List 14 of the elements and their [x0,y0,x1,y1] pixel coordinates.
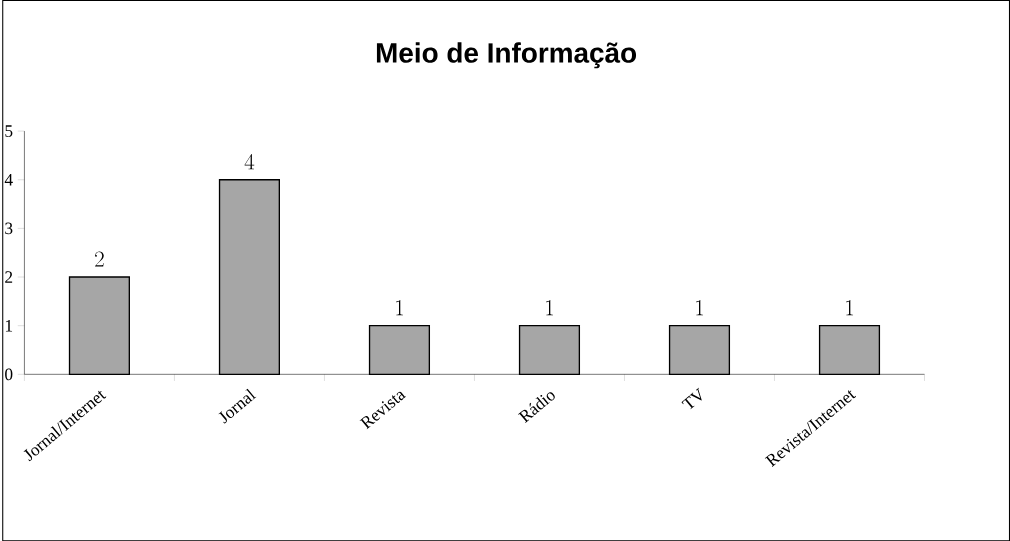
data-label: 1 [696,299,704,316]
y-tick-label: 1 [5,319,13,332]
data-label: 1 [546,299,554,316]
y-tick-label: 3 [5,222,13,235]
data-label: 1 [396,299,403,316]
x-tick-label: TV [681,387,702,410]
y-tick-label: 5 [5,125,13,137]
chart-title: Meio de Informação [376,42,637,69]
data-label: 2 [95,251,104,267]
data-label: 1 [846,299,854,316]
y-tick-label: 2 [5,271,13,283]
y-tick-label: 0 [5,368,13,380]
y-tick-label: 4 [4,173,13,186]
data-label: 4 [244,153,255,170]
